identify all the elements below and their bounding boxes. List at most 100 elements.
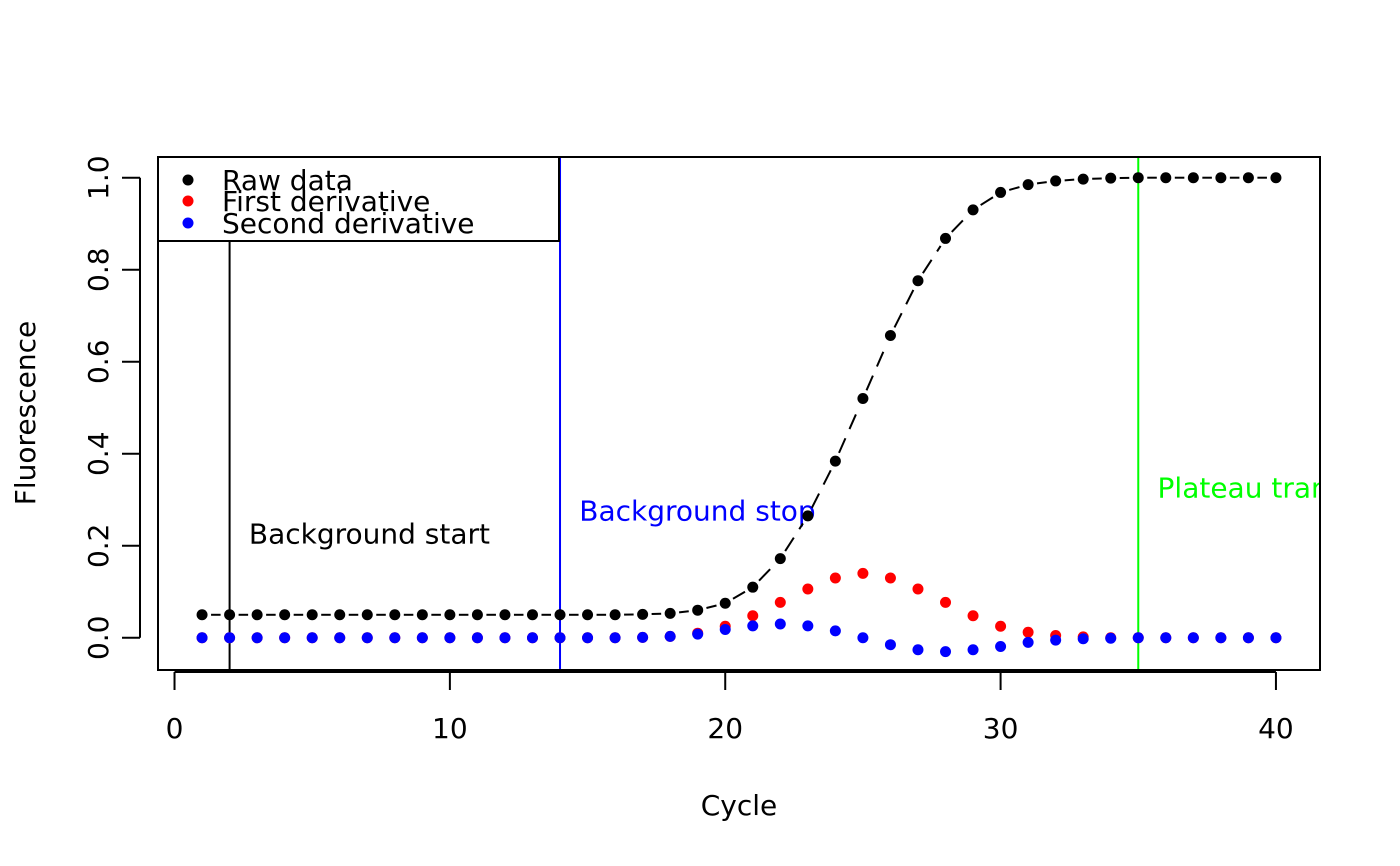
legend-label: First derivative <box>222 185 430 218</box>
raw-data-point <box>444 609 456 621</box>
raw-data-point <box>554 609 566 621</box>
second-derivative-point <box>774 618 786 630</box>
raw-data-point <box>471 609 483 621</box>
raw-data-point <box>196 609 208 621</box>
x-tick-label: 30 <box>983 712 1019 745</box>
legend-label: Second derivative <box>222 207 475 240</box>
raw-data-point <box>1077 173 1089 185</box>
first-derivative-point <box>995 620 1007 632</box>
second-derivative-point <box>1242 632 1254 644</box>
raw-data-point <box>1132 172 1144 184</box>
raw-data-segment <box>951 215 968 233</box>
legend-marker <box>182 174 194 186</box>
second-derivative-point <box>526 632 538 644</box>
first-derivative-point <box>912 583 924 595</box>
y-axis-label: Fluorescence <box>9 321 42 505</box>
raw-data-point <box>995 186 1007 198</box>
second-derivative-point <box>912 644 924 656</box>
second-derivative-point <box>1050 634 1062 646</box>
vertical-markers <box>228 157 1140 670</box>
raw-data-point <box>1215 172 1227 184</box>
raw-data-segment <box>893 288 915 328</box>
first-derivative-point <box>940 596 952 608</box>
x-axis: 0 10 20 30 40 <box>166 671 1294 745</box>
raw-data-point <box>829 455 841 467</box>
raw-data-point <box>692 604 704 616</box>
second-derivative-point <box>884 639 896 651</box>
raw-data-point <box>1187 172 1199 184</box>
second-derivative-point <box>389 632 401 644</box>
second-derivative-point <box>1022 636 1034 648</box>
first-derivative-point <box>1022 626 1034 638</box>
raw-data-point <box>1105 172 1117 184</box>
second-derivative-point <box>361 632 373 644</box>
raw-data-segment <box>758 564 775 582</box>
raw-data-segment <box>1008 186 1020 191</box>
second-derivative-point <box>1132 632 1144 644</box>
y-tick-label: 0.8 <box>82 247 115 292</box>
second-derivative-point <box>444 632 456 644</box>
second-derivative-point <box>1187 632 1199 644</box>
x-tick-label: 20 <box>707 712 743 745</box>
raw-data-point <box>361 609 373 621</box>
raw-data-segment <box>810 468 833 509</box>
x-tick-label: 10 <box>432 712 468 745</box>
second-derivative-point <box>802 620 814 632</box>
second-derivative-point <box>967 644 979 656</box>
raw-data-point <box>251 609 263 621</box>
second-derivative-point <box>747 620 759 632</box>
raw-data-segment <box>784 522 804 552</box>
second-derivative-point <box>279 632 291 644</box>
raw-data-segment <box>980 196 994 206</box>
second-derivative-point <box>334 632 346 644</box>
data-points <box>196 172 1282 658</box>
second-derivative-point <box>1077 633 1089 645</box>
second-derivative-point <box>1270 632 1282 644</box>
second-derivative-point <box>196 632 208 644</box>
raw-data-point <box>526 609 538 621</box>
legend-label: Raw data <box>222 164 353 197</box>
raw-data-point <box>389 609 401 621</box>
second-derivative-point <box>995 641 1007 653</box>
second-derivative-point <box>499 632 511 644</box>
raw-data-segment <box>1064 178 1075 182</box>
annotation-label: Background start <box>249 517 490 550</box>
second-derivative-point <box>471 632 483 644</box>
first-derivative-point <box>967 610 979 622</box>
raw-data-point <box>802 510 814 522</box>
second-derivative-point <box>829 625 841 637</box>
raw-data-point <box>967 204 979 216</box>
first-derivative-point <box>884 572 896 584</box>
second-derivative-point <box>940 646 952 658</box>
annotation-label: Plateau transition <box>1158 471 1400 504</box>
second-derivative-point <box>416 632 428 644</box>
second-derivative-point <box>637 631 649 643</box>
raw-data-point <box>1160 172 1172 184</box>
second-derivative-point <box>1215 632 1227 644</box>
raw-data-point <box>857 393 869 405</box>
raw-data-point <box>940 232 952 244</box>
second-derivative-point <box>1160 632 1172 644</box>
raw-data-segment <box>732 590 746 600</box>
raw-data-connector <box>211 176 1267 616</box>
raw-data-point <box>884 330 896 342</box>
raw-data-point <box>1270 172 1282 184</box>
first-derivative-point <box>857 567 869 579</box>
raw-data-point <box>774 553 786 565</box>
second-derivative-point <box>224 632 236 644</box>
raw-data-point <box>499 609 511 621</box>
first-derivative-point <box>802 583 814 595</box>
y-tick-label: 0.6 <box>82 339 115 384</box>
first-derivative-point <box>774 596 786 608</box>
raw-data-point <box>664 607 676 619</box>
raw-data-point <box>279 609 291 621</box>
raw-data-point <box>609 609 621 621</box>
annotation-label: Background stop <box>579 494 815 527</box>
y-tick-label: 1.0 <box>82 155 115 200</box>
second-derivative-point <box>692 628 704 640</box>
y-axis: 0.0 0.2 0.4 0.6 0.8 1.0 <box>82 155 141 660</box>
x-tick-label: 40 <box>1258 712 1294 745</box>
raw-data-point <box>719 597 731 609</box>
